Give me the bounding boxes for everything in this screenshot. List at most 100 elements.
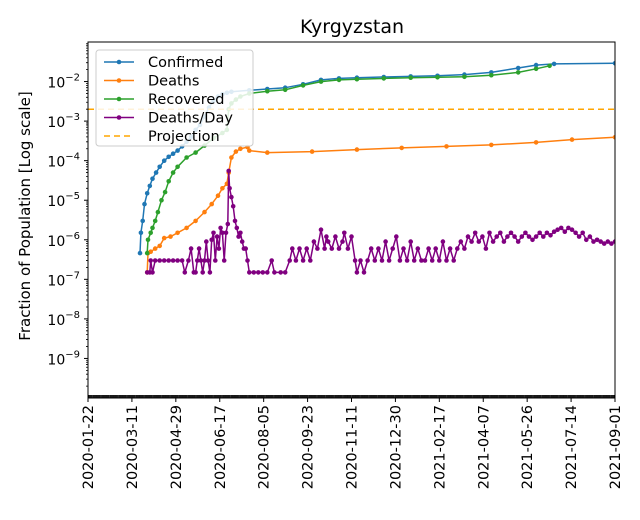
y-minor-ticks (86, 43, 88, 387)
deaths-day-point (537, 230, 542, 236)
deaths-day-point (587, 234, 593, 239)
deaths-day-point (469, 239, 474, 244)
deaths-day-point (175, 258, 180, 263)
recovered-point (170, 170, 176, 175)
deaths-day-point (234, 225, 240, 231)
deaths-point (612, 135, 615, 140)
confirmed-point (153, 170, 159, 175)
deaths-day-point (372, 258, 378, 263)
y-tick-label: 10−7 (47, 270, 80, 289)
x-tick-label: 2020-12-30 (388, 405, 404, 489)
deaths-day-point (221, 258, 227, 263)
deaths-day-point (368, 246, 374, 251)
x-tick-label: 2021-09-01 (608, 405, 624, 489)
recovered-point (184, 155, 189, 160)
deaths-day-point (397, 258, 403, 263)
confirmed-point (161, 158, 167, 163)
deaths-day-point (419, 258, 424, 263)
deaths-day-point (207, 270, 213, 275)
confirmed-point (138, 230, 144, 236)
deaths-point (489, 142, 494, 148)
legend-marker-confirmed (116, 59, 122, 65)
deaths-point (209, 201, 214, 207)
deaths-point (157, 243, 162, 249)
deaths-day-point (487, 230, 492, 236)
deaths-day-point (333, 234, 338, 239)
recovered-point (381, 76, 387, 81)
confirmed-point (175, 148, 180, 153)
confirmed-point (150, 176, 155, 181)
deaths-point (184, 225, 189, 231)
x-tick-label: 2020-11-11 (345, 405, 361, 489)
deaths-day-point (265, 270, 270, 275)
deaths-point (215, 193, 221, 198)
deaths-day-point (523, 230, 528, 236)
deaths-day-point (311, 239, 317, 244)
deaths-day-point (300, 258, 306, 263)
deaths-day-point (451, 258, 457, 263)
deaths-point (354, 147, 360, 152)
confirmed-point (551, 61, 557, 67)
deaths-day-point (429, 258, 435, 263)
y-tick-label: 10−9 (47, 349, 80, 368)
deaths-day-point (591, 239, 596, 244)
deaths-day-point (193, 270, 198, 275)
recovered-point (408, 75, 414, 80)
deaths-day-point (483, 246, 489, 251)
deaths-day-point (179, 258, 185, 263)
deaths-day-point (444, 258, 449, 263)
deaths-day-point (226, 168, 231, 174)
deaths-day-point (260, 270, 266, 275)
recovered-point (300, 83, 306, 88)
deaths-day-point (376, 246, 381, 251)
deaths-day-point (501, 239, 507, 244)
deaths-day-point (533, 234, 539, 239)
deaths-day-point (352, 258, 358, 263)
deaths-day-point (205, 258, 211, 263)
recovered-point (282, 87, 288, 93)
deaths-day-point (605, 239, 611, 244)
deaths-day-point (361, 270, 367, 275)
recovered-point (462, 74, 467, 80)
recovered-point (152, 218, 158, 224)
deaths-day-point (548, 233, 553, 238)
x-tick-label: 2021-05-26 (520, 405, 536, 489)
recovered-point (354, 76, 360, 82)
deaths-day-point (211, 230, 216, 236)
recovered-point (166, 179, 171, 184)
recovered-point (318, 79, 324, 84)
deaths-day-point (157, 258, 162, 263)
x-tick-label: 2021-04-07 (476, 405, 492, 489)
deaths-point (229, 155, 234, 160)
deaths-day-point (394, 234, 399, 239)
deaths-day-point (386, 258, 392, 263)
deaths-day-point (227, 186, 232, 191)
legend-label-recovered: Recovered (148, 92, 224, 108)
deaths-day-point (462, 246, 467, 251)
deaths-day-point (150, 270, 155, 275)
deaths-day-point (404, 258, 410, 263)
confirmed-point (157, 164, 162, 170)
legend: Confirmed Deaths Recovered Deaths/Day Projec… (95, 49, 254, 147)
deaths-day-point (530, 237, 535, 243)
deaths-day-point (182, 270, 188, 275)
deaths-day-point (282, 270, 288, 275)
deaths-day-point (166, 258, 171, 263)
deaths-day-point (225, 221, 231, 227)
recovered-point (155, 209, 161, 215)
x-tick-label: 2021-07-14 (564, 405, 580, 489)
deaths-day-point (315, 246, 320, 251)
deaths-day-point (340, 239, 345, 244)
deaths-day-point (465, 234, 471, 239)
y-tick-label: 10−8 (47, 310, 80, 329)
deaths-day-point (243, 246, 248, 251)
recovered-point (159, 197, 164, 203)
deaths-day-point (512, 234, 517, 239)
deaths-day-point (472, 230, 478, 236)
legend-box (95, 49, 254, 147)
chart-title: Kyrgyzstan (300, 16, 404, 38)
deaths-day-point (204, 239, 209, 244)
deaths-day-point (598, 239, 603, 244)
deaths-day-point (290, 246, 295, 251)
